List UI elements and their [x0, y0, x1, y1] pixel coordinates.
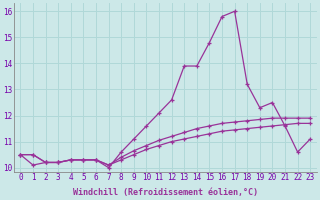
X-axis label: Windchill (Refroidissement éolien,°C): Windchill (Refroidissement éolien,°C)	[73, 188, 258, 197]
